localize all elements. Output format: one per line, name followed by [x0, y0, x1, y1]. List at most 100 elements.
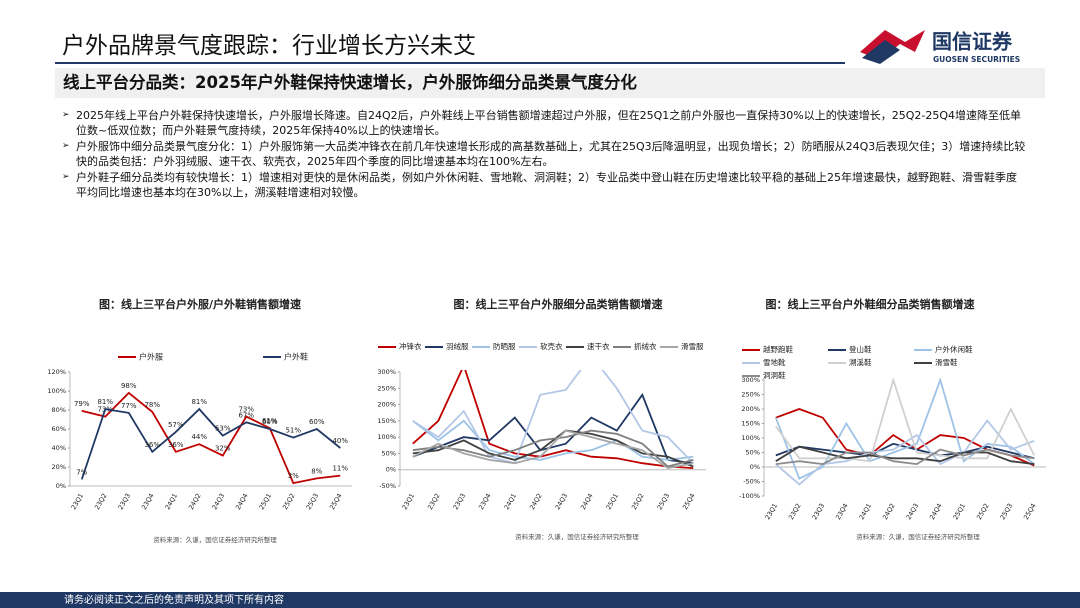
x-tick-label: 24Q4 — [928, 502, 944, 521]
x-tick-label: 25Q4 — [681, 492, 697, 511]
value-label: 73% — [97, 406, 113, 414]
value-label: 40% — [332, 437, 348, 445]
value-label: 57% — [168, 421, 184, 429]
x-tick-label: 25Q4 — [1022, 502, 1038, 521]
x-tick-label: 24Q3 — [554, 492, 570, 511]
legend-label: 滑雪服 — [681, 341, 704, 351]
y-tick-label: 0% — [750, 463, 760, 471]
x-tick-label: 24Q1 — [858, 502, 874, 521]
series-line — [412, 370, 694, 469]
y-tick-label: 60% — [52, 425, 66, 433]
x-tick-label: 23Q3 — [452, 492, 468, 511]
series-line — [775, 445, 1035, 465]
series-line — [412, 392, 694, 465]
series-line — [774, 378, 1035, 480]
series-line — [775, 378, 1036, 463]
x-tick-label: 24Q3 — [905, 502, 921, 521]
footer-text: 请务必阅读正文之后的免责声明及其项下所有内容 — [64, 593, 284, 606]
legend-label: 越野跑鞋 — [763, 344, 793, 354]
x-tick-label: 25Q1 — [605, 492, 621, 511]
value-label: 67% — [238, 411, 254, 419]
legend-label: 溯溪鞋 — [849, 357, 872, 367]
chart-title: 图：线上三平台户外服/户外鞋销售额增速 — [99, 297, 301, 311]
value-label: 77% — [121, 402, 137, 410]
value-label: 44% — [191, 433, 207, 441]
x-tick-label: 23Q4 — [477, 492, 493, 511]
legend-label: 雪地靴 — [763, 357, 786, 367]
chart-title: 图：线上三平台户外鞋细分品类销售额增速 — [766, 297, 975, 311]
x-tick-label: 23Q3 — [811, 502, 827, 521]
bullet: 2025年线上平台户外鞋保持快速增长，户外服增长降速。自24Q2后，户外鞋线上平… — [62, 108, 1027, 138]
x-tick-label: 23Q3 — [117, 492, 133, 511]
value-label: 3% — [288, 472, 299, 480]
x-tick-label: 23Q2 — [787, 502, 803, 521]
legend-label: 速干衣 — [587, 341, 610, 351]
legend-label: 羽绒服 — [446, 341, 469, 351]
y-tick-label: -100% — [739, 492, 760, 500]
value-label: 79% — [74, 400, 90, 408]
x-tick-label: 23Q1 — [401, 492, 417, 511]
y-tick-label: 300% — [377, 368, 396, 376]
x-tick-label: 25Q3 — [305, 492, 321, 511]
value-label: 36% — [168, 441, 184, 449]
series-line — [81, 391, 341, 485]
y-tick-label: -50% — [743, 478, 760, 486]
value-label: 32% — [215, 445, 231, 453]
y-tick-label: 250% — [741, 391, 760, 399]
series-line — [775, 408, 1035, 467]
x-tick-label: 24Q2 — [187, 492, 203, 511]
value-label: 36% — [144, 441, 160, 449]
value-label: 81% — [97, 398, 113, 406]
x-tick-label: 24Q1 — [164, 492, 180, 511]
footer-bar — [0, 592, 1080, 608]
logo-name: 国信证券 — [932, 30, 1013, 54]
y-tick-label: 250% — [377, 384, 396, 392]
x-tick-label: 23Q1 — [70, 492, 86, 511]
x-tick-label: 24Q2 — [528, 492, 544, 511]
x-tick-label: 24Q4 — [579, 492, 595, 511]
bullet-list: 2025年线上平台户外鞋保持快速增长，户外服增长降速。自24Q2后，户外鞋线上平… — [62, 108, 1027, 201]
value-label: 78% — [144, 401, 160, 409]
title-rule — [55, 62, 845, 64]
x-tick-label: 23Q4 — [834, 502, 850, 521]
bullet: 户外鞋子细分品类均有较快增长：1）增速相对更快的是休闲品类，例如户外休闲鞋、雪地… — [62, 170, 1027, 200]
value-label: 53% — [215, 425, 231, 433]
legend-label: 冲锋衣 — [399, 341, 422, 351]
y-tick-label: 100% — [741, 434, 760, 442]
x-tick-label: 24Q2 — [881, 502, 897, 521]
x-tick-label: 24Q1 — [503, 492, 519, 511]
legend-label: 户外休闲鞋 — [935, 344, 973, 354]
series-line — [412, 370, 694, 465]
x-tick-label: 23Q4 — [140, 492, 156, 511]
value-label: 7% — [76, 468, 87, 476]
y-tick-label: 50% — [382, 449, 396, 457]
y-tick-label: 40% — [52, 444, 66, 452]
legend-label: 软壳衣 — [540, 341, 563, 351]
y-tick-label: 20% — [52, 463, 66, 471]
x-tick-label: 25Q1 — [258, 492, 274, 511]
x-tick-label: 23Q1 — [764, 502, 780, 521]
y-tick-label: 0% — [56, 482, 66, 490]
y-tick-label: 200% — [741, 405, 760, 413]
series-line — [775, 419, 1035, 486]
logo-name-en: GUOSEN SECURITIES — [933, 55, 1020, 64]
x-tick-label: 25Q2 — [281, 492, 297, 511]
y-tick-label: -50% — [379, 482, 396, 490]
chart-title: 图：线上三平台户外服细分品类销售额增速 — [454, 297, 663, 311]
x-tick-label: 25Q2 — [975, 502, 991, 521]
value-label: 11% — [332, 465, 348, 473]
value-label: 51% — [285, 427, 301, 435]
y-tick-label: 150% — [377, 417, 396, 425]
x-tick-label: 25Q4 — [328, 492, 344, 511]
y-tick-label: 80% — [52, 406, 66, 414]
subtitle: 线上平台分品类：2025年户外鞋保持快速增长，户外服饰细分品类景气度分化 — [55, 68, 1045, 98]
series-line — [412, 429, 694, 470]
y-tick-label: 150% — [741, 420, 760, 428]
y-tick-label: 100% — [377, 433, 396, 441]
logo-mark — [862, 40, 900, 64]
slide-title: 户外品牌景气度跟踪：行业增长方兴未艾 — [62, 33, 476, 59]
series-line — [80, 407, 341, 480]
series-line — [412, 419, 694, 461]
legend-label: 户外服 — [139, 352, 163, 362]
